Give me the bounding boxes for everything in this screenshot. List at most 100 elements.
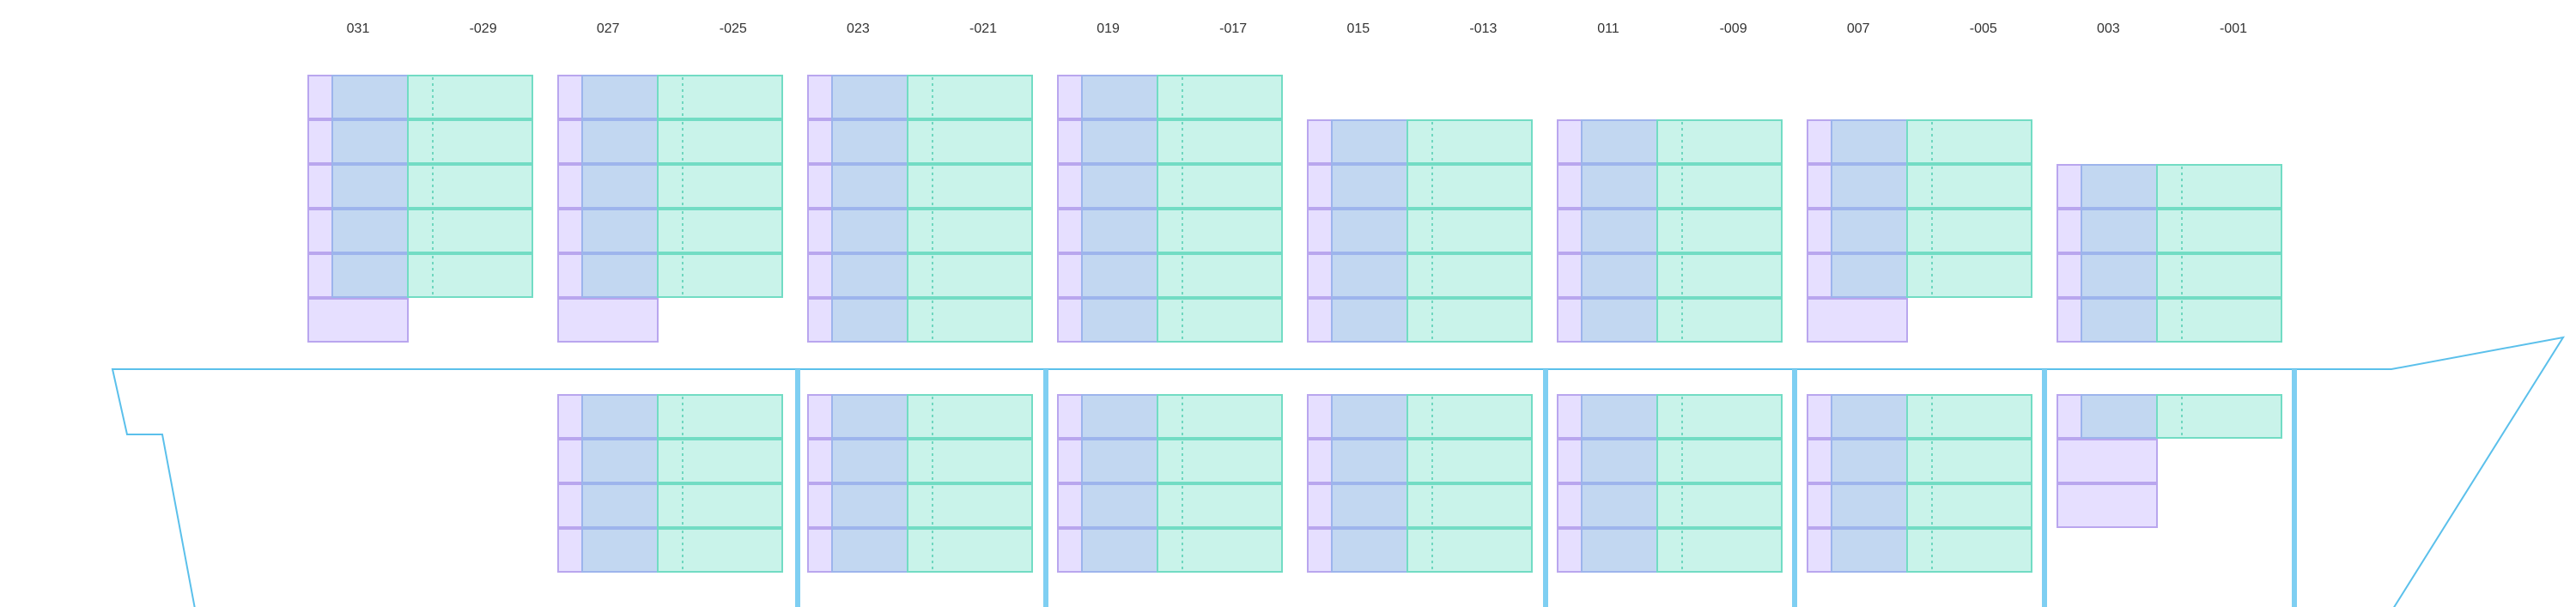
container-40ft [1831, 483, 1908, 528]
container-slot[interactable] [1557, 483, 1783, 528]
container-slot[interactable] [1307, 298, 1533, 343]
container-slot[interactable] [1307, 119, 1533, 164]
container-slot[interactable] [1807, 394, 2032, 439]
slot-edge [1807, 483, 1834, 528]
container-slot[interactable] [1057, 439, 1283, 483]
container-20ft [1656, 528, 1783, 573]
container-slot[interactable] [307, 253, 533, 298]
container-slot[interactable] [2057, 394, 2282, 439]
container-slot[interactable] [1057, 394, 1283, 439]
container-slot[interactable] [1057, 253, 1283, 298]
container-slot[interactable] [1307, 164, 1533, 209]
container-slot[interactable] [1807, 119, 2032, 164]
container-slot[interactable] [1307, 439, 1533, 483]
container-slot[interactable] [1807, 253, 2032, 298]
container-20ft [1906, 253, 2032, 298]
container-40ft [2081, 298, 2158, 343]
container-slot[interactable] [1307, 394, 1533, 439]
empty-slot[interactable] [2057, 483, 2158, 528]
bay-label: -017 [1219, 21, 1247, 36]
container-slot[interactable] [807, 209, 1033, 253]
container-40ft [1081, 483, 1158, 528]
container-slot[interactable] [1307, 528, 1533, 573]
container-slot[interactable] [2057, 164, 2282, 209]
container-slot[interactable] [2057, 253, 2282, 298]
slot-edge [1807, 394, 1834, 439]
container-slot[interactable] [1057, 209, 1283, 253]
bay-label: 007 [1847, 21, 1870, 36]
container-slot[interactable] [1807, 209, 2032, 253]
container-slot[interactable] [1057, 119, 1283, 164]
slot-edge [807, 298, 835, 343]
container-slot[interactable] [807, 394, 1033, 439]
container-slot[interactable] [1557, 439, 1783, 483]
container-slot[interactable] [557, 528, 783, 573]
empty-slot[interactable] [1807, 298, 1908, 343]
container-slot[interactable] [1307, 483, 1533, 528]
container-slot[interactable] [807, 119, 1033, 164]
container-slot[interactable] [557, 483, 783, 528]
container-20ft [1656, 298, 1783, 343]
container-20ft [657, 394, 783, 439]
container-slot[interactable] [1057, 528, 1283, 573]
container-slot[interactable] [1557, 394, 1783, 439]
container-slot[interactable] [1807, 528, 2032, 573]
container-slot[interactable] [1557, 119, 1783, 164]
empty-slot[interactable] [557, 298, 659, 343]
slot-edge [557, 209, 585, 253]
container-20ft [1406, 209, 1533, 253]
container-slot[interactable] [807, 253, 1033, 298]
container-slot[interactable] [557, 209, 783, 253]
container-slot[interactable] [807, 75, 1033, 119]
container-slot[interactable] [557, 75, 783, 119]
container-slot[interactable] [1557, 298, 1783, 343]
container-slot[interactable] [1807, 439, 2032, 483]
container-slot[interactable] [557, 164, 783, 209]
container-20ft [1157, 119, 1283, 164]
container-slot[interactable] [1307, 209, 1533, 253]
container-slot[interactable] [807, 439, 1033, 483]
empty-slot[interactable] [2057, 439, 2158, 483]
slot-edge [307, 253, 335, 298]
container-20ft [1406, 298, 1533, 343]
container-slot[interactable] [307, 75, 533, 119]
hold-containers [557, 394, 2282, 573]
container-slot[interactable] [557, 439, 783, 483]
container-slot[interactable] [1807, 483, 2032, 528]
container-40ft [1331, 209, 1408, 253]
container-slot[interactable] [1557, 253, 1783, 298]
container-slot[interactable] [1557, 528, 1783, 573]
container-slot[interactable] [1057, 164, 1283, 209]
slot-edge [1807, 528, 1834, 573]
slot-edge [807, 164, 835, 209]
container-slot[interactable] [807, 298, 1033, 343]
container-40ft [831, 298, 908, 343]
container-slot[interactable] [2057, 298, 2282, 343]
container-slot[interactable] [1057, 483, 1283, 528]
container-slot[interactable] [557, 119, 783, 164]
container-20ft [1406, 439, 1533, 483]
container-slot[interactable] [1557, 209, 1783, 253]
slot-edge [1307, 119, 1334, 164]
container-slot[interactable] [1307, 253, 1533, 298]
container-slot[interactable] [557, 394, 783, 439]
container-20ft [2156, 209, 2282, 253]
container-40ft [581, 394, 659, 439]
container-slot[interactable] [807, 164, 1033, 209]
container-20ft [407, 209, 533, 253]
container-slot[interactable] [807, 528, 1033, 573]
container-slot[interactable] [1057, 298, 1283, 343]
container-slot[interactable] [1057, 75, 1283, 119]
container-slot[interactable] [557, 253, 783, 298]
container-slot[interactable] [807, 483, 1033, 528]
empty-slot[interactable] [307, 298, 409, 343]
container-slot[interactable] [2057, 209, 2282, 253]
slot-edge [307, 209, 335, 253]
container-40ft [581, 483, 659, 528]
container-slot[interactable] [307, 209, 533, 253]
container-slot[interactable] [1807, 164, 2032, 209]
container-slot[interactable] [1557, 164, 1783, 209]
container-slot[interactable] [307, 119, 533, 164]
bay-label: -029 [470, 21, 497, 36]
container-slot[interactable] [307, 164, 533, 209]
